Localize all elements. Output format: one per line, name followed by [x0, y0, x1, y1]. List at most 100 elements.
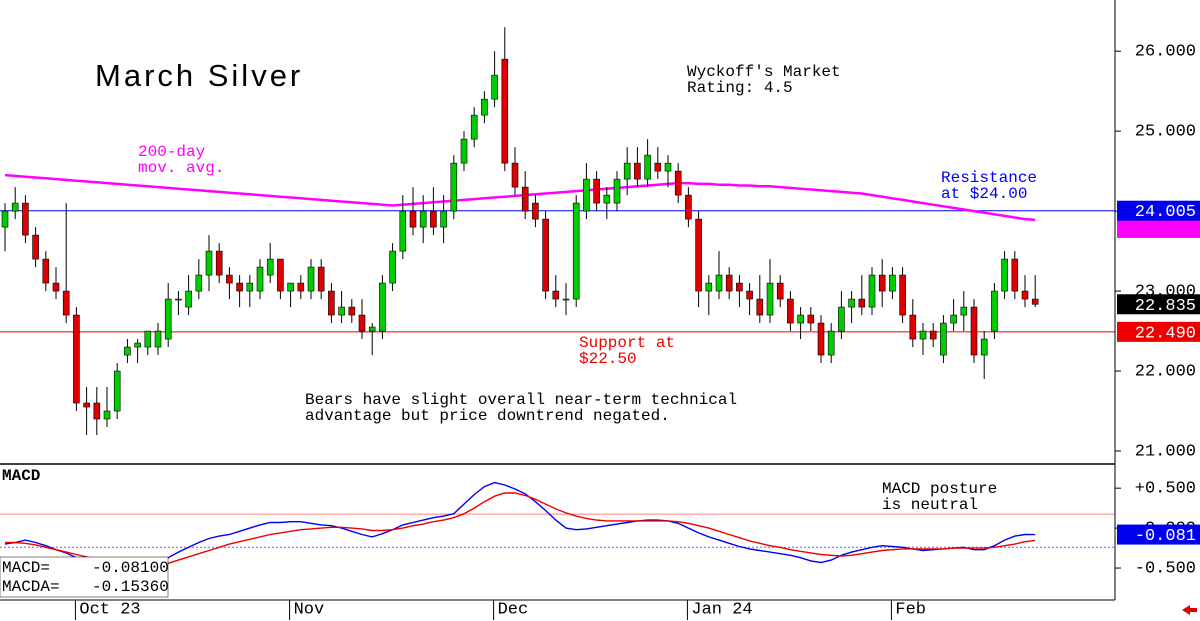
candle-body: [572, 202, 580, 300]
candle-body: [1, 210, 9, 228]
candle-body: [491, 74, 498, 100]
candle-body: [521, 186, 529, 212]
candle-body: [695, 218, 702, 292]
candle-body: [878, 274, 886, 292]
candle-body: [103, 410, 111, 420]
ma-label: mov. avg.: [138, 159, 224, 177]
level-note: Resistance: [941, 169, 1037, 187]
candle-body: [297, 282, 305, 292]
candle-body: [379, 282, 386, 332]
candle-body: [613, 178, 621, 204]
last-price: 22.835: [1135, 297, 1196, 316]
candle-body: [328, 290, 335, 316]
candle-body: [593, 178, 600, 204]
candle-body: [940, 322, 947, 356]
candle-body: [664, 162, 672, 172]
level-note: at $24.00: [941, 185, 1027, 203]
candle-body: [1001, 258, 1008, 292]
readout-name: MACD=: [2, 559, 50, 577]
candle-body: [338, 306, 345, 316]
candle-body: [970, 306, 978, 356]
y-tick-label: -0.500: [1135, 560, 1196, 579]
candle-body: [460, 138, 468, 164]
candle-body: [32, 234, 39, 260]
candle-body: [827, 330, 835, 356]
level-value-box: [1117, 200, 1200, 221]
candle-body: [736, 282, 743, 292]
chart-title: March Silver: [95, 58, 303, 93]
candle-body: [552, 290, 560, 300]
y-tick-label: 22.000: [1135, 363, 1196, 382]
candle-body: [991, 290, 998, 332]
candle-body: [603, 194, 611, 204]
candle-body: [787, 298, 794, 324]
candle-body: [22, 202, 29, 236]
candle-body: [185, 290, 192, 308]
candle-body: [960, 306, 968, 316]
readout-name: MACDA=: [2, 578, 60, 596]
y-tick-label: 26.000: [1135, 43, 1196, 62]
annotation: Wyckoff's Market: [687, 63, 841, 81]
candle-body: [266, 258, 274, 276]
candle-body: [532, 202, 539, 220]
candle-body: [756, 298, 764, 316]
candle-body: [1031, 298, 1039, 305]
annotation: MACD posture: [882, 480, 997, 498]
candle-body: [817, 322, 825, 356]
candle-body: [52, 282, 60, 292]
macd-line: [4, 481, 1036, 566]
candle-body: [358, 314, 366, 332]
candle-body: [317, 266, 325, 292]
moving-average: [4, 173, 1036, 222]
candle-body: [644, 154, 651, 180]
candle-body: [634, 162, 641, 180]
candle-body: [430, 210, 437, 228]
candle-body: [909, 314, 917, 340]
y-tick-label: +0.500: [1135, 480, 1196, 499]
candle-body: [83, 402, 90, 408]
panel-title: MACD: [2, 467, 40, 485]
candle-body: [1011, 258, 1019, 292]
x-tick-label: Nov: [294, 600, 325, 619]
candle-body: [950, 314, 957, 324]
candle-body: [562, 298, 570, 301]
candle-body: [725, 274, 733, 292]
candle-body: [399, 210, 407, 252]
candle-body: [807, 314, 815, 324]
candle-body: [838, 306, 845, 332]
candle-body: [62, 290, 70, 316]
candle-body: [919, 330, 927, 340]
candle-body: [776, 282, 784, 300]
readout-box: [0, 556, 169, 598]
candle-body: [195, 274, 203, 292]
candle-body: [73, 314, 80, 404]
candle-body: [583, 178, 590, 212]
candle-body: [481, 98, 488, 116]
candle-body: [277, 258, 284, 292]
candle-body: [623, 162, 631, 180]
candle-body: [929, 330, 937, 340]
candle-body: [389, 250, 396, 284]
candle-body: [307, 266, 315, 292]
readout-value: -0.15360: [92, 578, 169, 596]
ma-label: 200-day: [138, 143, 206, 161]
candle-body: [858, 298, 866, 308]
candle-body: [440, 210, 447, 228]
candle-body: [236, 282, 243, 292]
candle-body: [797, 314, 804, 324]
macd-line: [5, 492, 1036, 567]
x-tick-label: Jan 24: [691, 600, 752, 619]
candle-body: [144, 330, 152, 348]
candle-body: [450, 162, 458, 212]
scroll-arrow[interactable]: [1182, 605, 1197, 615]
candle-body: [889, 274, 896, 292]
candle-body: [511, 162, 519, 188]
candle-body: [205, 250, 213, 276]
candle-body: [1021, 290, 1029, 300]
candle-body: [246, 282, 254, 292]
candle-body: [899, 274, 906, 316]
last-price-box: [1117, 294, 1200, 315]
candle-body: [256, 266, 264, 292]
